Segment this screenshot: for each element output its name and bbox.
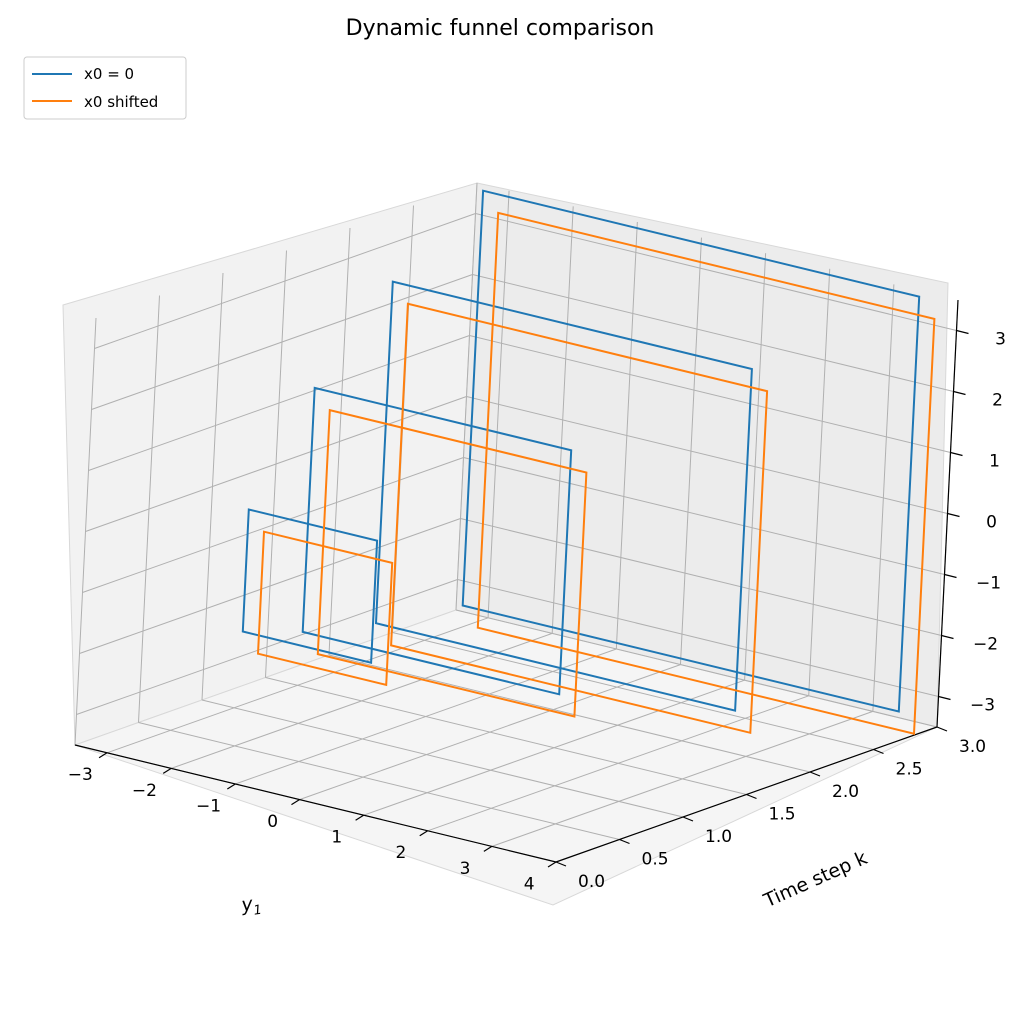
k-axis-line: [555, 726, 938, 863]
k-tick-label: 2.5: [896, 760, 923, 780]
tick-mark-x: [291, 799, 300, 806]
k-tick-label: 1.5: [769, 805, 796, 825]
x-tick-label: −3: [68, 765, 93, 785]
k-tick-label: 3.0: [959, 737, 986, 757]
tick-mark-x: [227, 783, 236, 790]
legend-label-series-1: x0 = 0: [84, 65, 134, 83]
grid-line-z-back: [460, 518, 942, 636]
z-tick-label: −1: [976, 574, 1001, 594]
x-tick-label: −2: [132, 781, 157, 801]
tick-mark-k: [936, 726, 948, 732]
tick-mark-z: [938, 695, 951, 701]
grid-line-z-left: [91, 274, 473, 410]
tick-mark-k: [809, 771, 821, 777]
grid-line-k-floor: [201, 699, 684, 818]
x-axis-line: [74, 744, 557, 863]
funnel-rect-series-2-k2: [390, 302, 769, 735]
tick-mark-x: [483, 845, 493, 852]
grid-line-z-back: [457, 579, 939, 697]
tick-mark-x: [98, 752, 108, 759]
tick-mark-k: [682, 816, 694, 822]
x-tick-label: 0: [267, 812, 278, 832]
grid-line-z-back: [466, 396, 948, 514]
grid-line-k-floor: [138, 722, 620, 840]
grid-line-k-floor: [265, 677, 747, 795]
funnel-rect-series-2-k3: [476, 211, 936, 735]
tick-mark-z: [947, 512, 960, 518]
legend-label-series-2: x0 shifted: [84, 93, 158, 111]
tick-mark-z: [941, 634, 954, 640]
tick-mark-x: [547, 861, 557, 868]
tick-mark-x: [419, 830, 429, 837]
k-tick-label: 0.0: [578, 872, 605, 892]
grid-line-z-back: [475, 213, 957, 331]
x-tick-label: 2: [396, 843, 407, 863]
k-tick-label: 1.0: [705, 827, 732, 847]
plot-series: [241, 189, 936, 735]
grid-line-z-left: [94, 213, 476, 349]
tick-mark-k: [873, 748, 884, 755]
x-tick-label: 4: [524, 874, 535, 894]
z-tick-label: −3: [970, 696, 995, 716]
funnel-rect-series-2-k0: [256, 530, 394, 687]
z-tick-label: 0: [986, 513, 997, 533]
z-tick-label: −2: [973, 635, 998, 655]
chart-title: Dynamic funnel comparison: [346, 16, 655, 41]
grid-line-z-back: [472, 274, 954, 392]
y-axis-label: Time step k: [760, 847, 871, 913]
z-tick-label: 1: [989, 452, 1000, 472]
x-tick-label: 1: [331, 828, 342, 848]
grid-line-z-back: [463, 457, 945, 575]
grid-line-z-back: [469, 335, 951, 453]
funnel-rect-series-1-k2: [374, 280, 753, 712]
x-axis-label-main: y: [239, 893, 255, 917]
tick-mark-x: [355, 814, 364, 821]
x-tick-label: −1: [196, 796, 221, 816]
tick-mark-k: [619, 838, 630, 845]
z-tick-label: 3: [995, 330, 1006, 350]
funnel-rect-series-1-k1: [301, 386, 573, 696]
x-axis-label: y1: [239, 892, 263, 921]
tick-mark-x: [162, 767, 172, 774]
x-axis-label-sub: 1: [253, 903, 263, 919]
k-tick-label: 2.0: [832, 782, 859, 802]
tick-mark-z: [956, 329, 969, 335]
funnel-rect-series-2-k1: [316, 408, 588, 718]
x-tick-label: 3: [460, 859, 471, 879]
grid-line-k-floor: [328, 654, 811, 773]
tick-mark-k: [746, 793, 757, 800]
tick-mark-k: [555, 861, 567, 867]
z-tick-label: 2: [992, 391, 1003, 411]
tick-mark-z: [944, 573, 957, 579]
funnel-rect-series-1-k0: [241, 508, 379, 664]
k-tick-label: 0.5: [642, 850, 669, 870]
axes: −3 −2 −1 0 1 2 3 4 0.0 0.5 1.0 1.5 2.0 2.5 3.0 3 2 1 0 −1 −2…: [68, 299, 1006, 894]
legend-box: [23, 56, 187, 120]
legend: x0 = 0 x0 shifted: [23, 56, 187, 120]
grid-line-k-floor: [392, 632, 874, 750]
z-axis-line: [936, 299, 959, 728]
grid-line-k-floor: [455, 609, 938, 728]
tick-mark-z: [953, 390, 966, 396]
tick-mark-z: [950, 451, 963, 457]
